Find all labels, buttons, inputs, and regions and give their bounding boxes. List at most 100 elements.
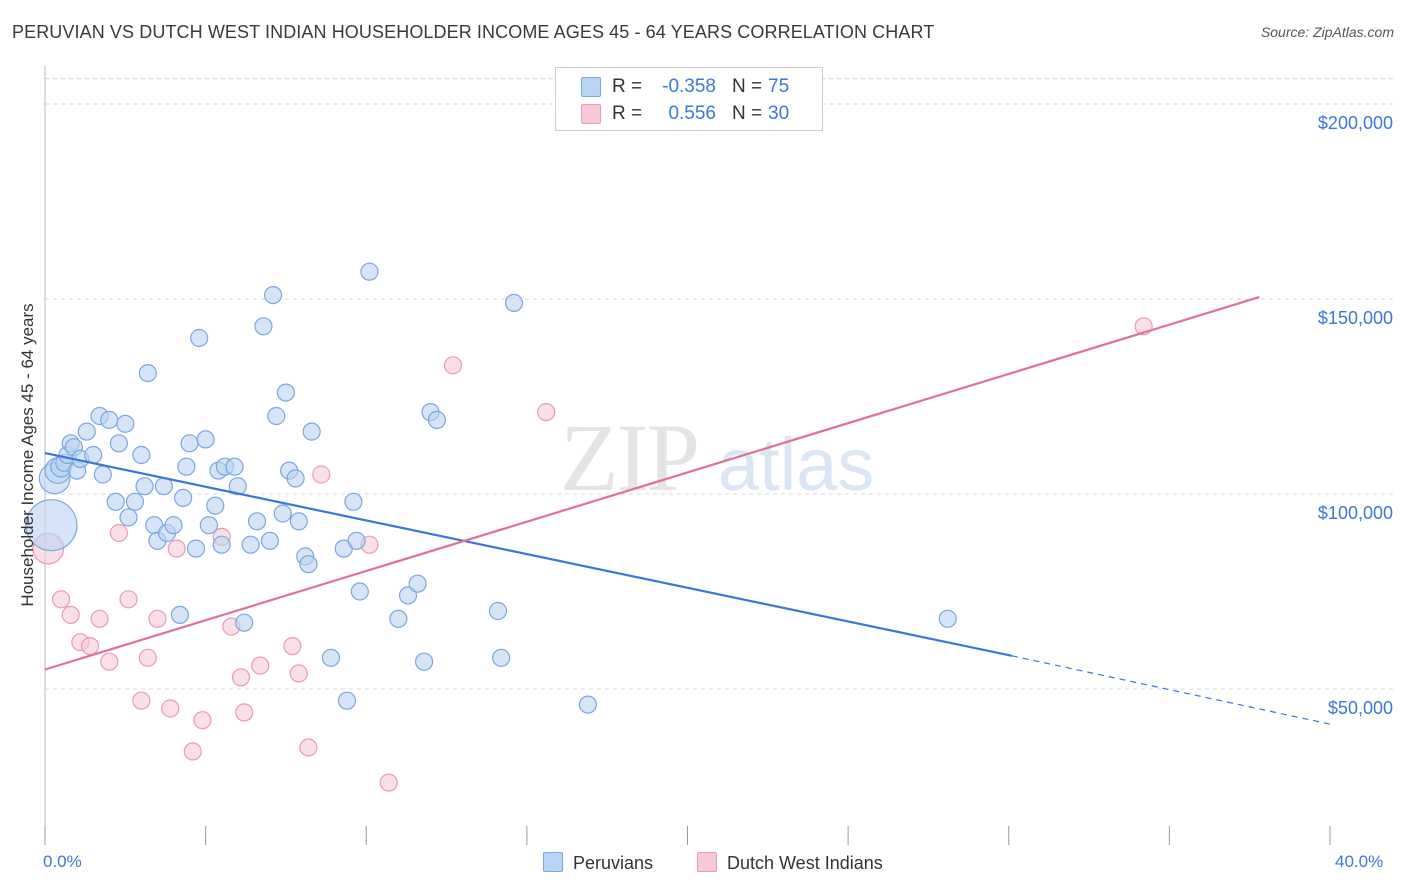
data-point xyxy=(312,465,331,484)
data-point xyxy=(25,499,78,552)
data-point xyxy=(106,492,125,511)
data-point xyxy=(132,691,151,710)
data-point xyxy=(247,512,267,531)
data-point xyxy=(254,317,273,336)
data-point xyxy=(283,636,302,656)
watermark-zip: ZIP xyxy=(560,404,698,511)
legend-r-value: 0.556 xyxy=(668,103,716,124)
data-point xyxy=(170,605,190,625)
data-point xyxy=(174,488,193,507)
bottom-legend-label: Dutch West Indians xyxy=(727,853,883,873)
data-point xyxy=(186,539,206,558)
data-point xyxy=(492,648,511,667)
legend-r-label: R = xyxy=(612,103,643,124)
data-point xyxy=(276,383,296,402)
data-point xyxy=(138,364,157,383)
data-point xyxy=(241,535,260,554)
data-point xyxy=(408,574,427,593)
correlation-legend: R = -0.358 N = 75 R = 0.556 N = 30 xyxy=(555,67,823,131)
data-point xyxy=(125,492,145,511)
data-point xyxy=(289,664,308,683)
data-point xyxy=(260,531,279,550)
data-point xyxy=(578,695,598,714)
data-point xyxy=(183,742,202,761)
y-tick-label: $50,000 xyxy=(1328,698,1393,718)
trend-lines xyxy=(44,295,1331,725)
data-point xyxy=(504,293,524,312)
legend-n-value: 75 xyxy=(768,76,790,97)
legend-r-value: -0.358 xyxy=(662,76,716,97)
bottom-legend-dutch-west-indians: Dutch West Indians xyxy=(697,852,883,874)
data-point xyxy=(427,410,447,429)
trend-line-extension xyxy=(1011,655,1331,725)
data-point xyxy=(109,434,128,453)
data-point xyxy=(51,590,71,609)
data-point xyxy=(161,699,180,718)
data-point xyxy=(90,609,109,628)
data-point xyxy=(360,262,379,281)
legend-n-label: N = xyxy=(732,103,763,124)
chart-title: PERUVIAN VS DUTCH WEST INDIAN HOUSEHOLDE… xyxy=(12,22,935,42)
data-point xyxy=(61,605,80,625)
data-point xyxy=(132,445,151,465)
legend-n-label: N = xyxy=(732,76,763,97)
data-point xyxy=(299,738,318,757)
watermark-atlas: atlas xyxy=(718,423,874,506)
data-point xyxy=(231,668,251,687)
data-point xyxy=(379,773,398,792)
data-point xyxy=(344,492,363,511)
legend-r-label: R = xyxy=(612,76,643,97)
bottom-legend-label: Peruvians xyxy=(573,853,654,873)
data-point xyxy=(488,601,508,621)
trend-line xyxy=(44,295,1260,671)
data-point xyxy=(177,457,196,476)
source-label: Source: ZipAtlas.com xyxy=(1260,24,1394,40)
data-point xyxy=(537,403,556,422)
data-point xyxy=(228,477,247,496)
data-point xyxy=(286,469,305,488)
data-point xyxy=(109,523,128,543)
grid-lines xyxy=(45,78,1393,690)
data-point xyxy=(93,465,112,484)
data-point xyxy=(251,656,270,675)
data-point xyxy=(116,414,135,433)
data-point xyxy=(347,531,366,550)
data-point xyxy=(263,286,283,305)
data-point xyxy=(180,434,199,453)
x-tick-label-min: 0.0% xyxy=(43,852,82,871)
data-point xyxy=(302,422,321,441)
data-point xyxy=(414,652,434,671)
data-point xyxy=(206,496,225,515)
data-point xyxy=(273,504,292,523)
data-point xyxy=(119,590,138,609)
data-point xyxy=(77,422,96,441)
data-point xyxy=(389,609,408,628)
y-axis-label: Householder Income Ages 45 - 64 years xyxy=(18,303,37,607)
data-point xyxy=(938,609,957,628)
data-point xyxy=(225,457,244,476)
y-tick-label: $200,000 xyxy=(1318,113,1393,133)
y-tick-label: $100,000 xyxy=(1318,503,1393,523)
y-tick-labels: $50,000 $100,000 $150,000 $200,000 xyxy=(1318,113,1393,718)
data-point xyxy=(100,652,119,671)
data-point xyxy=(398,586,418,605)
data-point xyxy=(190,328,209,348)
data-point xyxy=(289,512,308,531)
legend-swatch-blue xyxy=(581,77,601,97)
data-point xyxy=(321,648,341,667)
data-point xyxy=(135,477,154,496)
data-point xyxy=(100,410,119,429)
data-point xyxy=(167,539,186,558)
data-point xyxy=(337,691,357,710)
legend-n-value: 30 xyxy=(768,103,790,124)
watermark: ZIP atlas xyxy=(560,404,874,511)
data-point xyxy=(164,516,183,535)
data-point xyxy=(138,648,157,667)
series-peruvians xyxy=(25,262,957,714)
x-tick-label-max: 40.0% xyxy=(1335,852,1384,871)
trend-line xyxy=(44,451,1013,657)
data-point xyxy=(148,609,167,628)
data-point xyxy=(193,711,212,730)
data-point xyxy=(443,356,463,375)
